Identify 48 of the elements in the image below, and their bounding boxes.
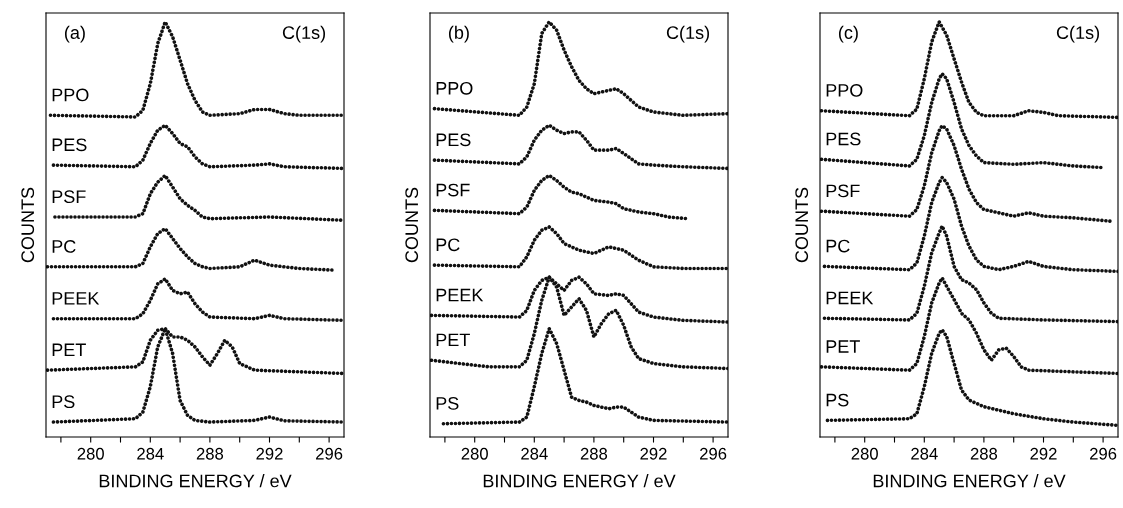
x-tick-label: 284: [521, 447, 548, 460]
x-tick-label: 296: [316, 447, 343, 460]
annotation: (c): [839, 25, 858, 43]
annotation: C(1s): [666, 25, 709, 43]
annotation: (b): [449, 25, 469, 43]
series-label: PET: [826, 340, 860, 353]
series-label: PEEK: [436, 288, 484, 302]
series-label: PC: [52, 240, 76, 253]
series-label: PSF: [826, 184, 860, 198]
series-label: PPO: [826, 84, 863, 97]
x-axis-title: BINDING ENERGY / eV: [873, 474, 1066, 488]
x-tick-label: 288: [970, 447, 998, 460]
series-label: PEEK: [826, 291, 874, 305]
series-label: PET: [52, 343, 86, 357]
series-label: PS: [436, 396, 459, 410]
x-tick-label: 292: [256, 447, 283, 460]
y-axis-title: COUNTS: [405, 187, 419, 263]
x-tick-label: 296: [1090, 447, 1117, 460]
series-label: PC: [826, 239, 850, 253]
series-label: PPO: [436, 81, 473, 95]
x-tick-label: 292: [640, 447, 667, 460]
x-tick-label: 280: [77, 447, 104, 460]
y-axis-title: COUNTS: [21, 187, 35, 263]
x-tick-label: 292: [1030, 447, 1057, 460]
x-axis-title: BINDING ENERGY / eV: [483, 474, 676, 488]
x-tick-label: 284: [137, 447, 164, 460]
series-label: PC: [436, 238, 460, 252]
y-axis-title: COUNTS: [795, 187, 809, 263]
x-tick-label: 284: [911, 447, 938, 460]
series-label: PET: [436, 333, 470, 347]
series-label: PEEK: [52, 292, 100, 305]
series-label: PSF: [436, 183, 470, 197]
x-tick-label: 288: [580, 447, 608, 460]
series-label: PS: [52, 395, 75, 409]
series-label: PES: [826, 132, 861, 146]
series-label: PES: [52, 138, 87, 152]
annotation: (a): [65, 25, 85, 43]
series-label: PSF: [52, 190, 86, 204]
series-label: PES: [436, 133, 471, 147]
x-axis-title: BINDING ENERGY / eV: [99, 474, 292, 488]
series-label: PPO: [52, 88, 89, 102]
x-tick-label: 296: [700, 447, 727, 460]
x-tick-label: 280: [461, 447, 488, 460]
x-tick-label: 288: [196, 447, 224, 460]
series-label: PS: [826, 393, 849, 407]
x-tick-label: 280: [851, 447, 878, 460]
annotation: C(1s): [1056, 25, 1099, 43]
annotation: C(1s): [282, 25, 325, 43]
